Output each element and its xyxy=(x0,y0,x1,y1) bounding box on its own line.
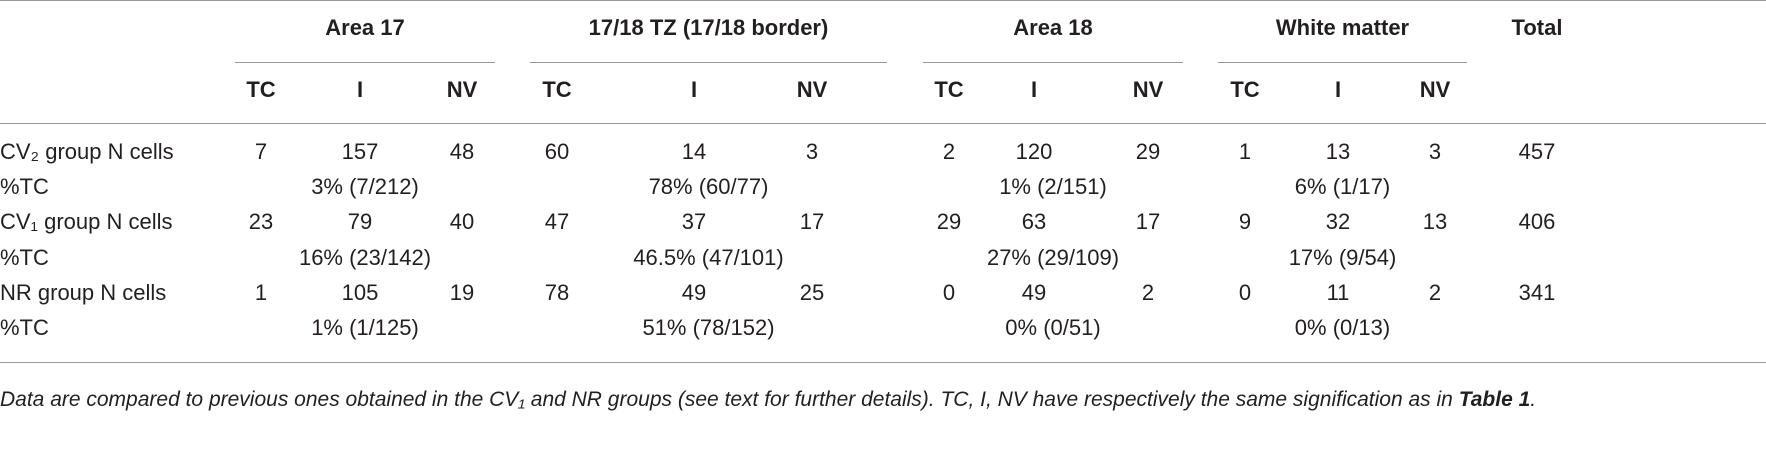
sub-header: NV xyxy=(1132,77,1164,102)
cell: 17 xyxy=(1135,209,1161,234)
cell: 3 xyxy=(1428,139,1442,164)
sub-header: I xyxy=(1334,77,1342,102)
span-cell: 27% (29/109) xyxy=(986,245,1120,270)
cell: 48 xyxy=(449,139,475,164)
footnote-ref[interactable]: Table 1 xyxy=(1458,388,1531,411)
bottom-rule xyxy=(0,362,1766,363)
cell: 49 xyxy=(1021,280,1047,305)
row-label: %TC xyxy=(0,174,49,199)
cell: 78 xyxy=(544,280,570,305)
sub-header: I xyxy=(356,77,364,102)
total-cell: 457 xyxy=(1518,139,1556,164)
span-cell: 51% (78/152) xyxy=(642,315,775,340)
span-cell: 46.5% (47/101) xyxy=(633,245,784,270)
cell: 120 xyxy=(1015,139,1053,164)
cell: 9 xyxy=(1238,209,1252,234)
cell: 40 xyxy=(449,209,475,234)
cell: 13 xyxy=(1325,139,1351,164)
group-header: Area 17 xyxy=(325,15,405,40)
group-rule xyxy=(923,62,1183,63)
cell: 11 xyxy=(1326,280,1350,305)
group-rule xyxy=(1218,62,1467,63)
cell: 13 xyxy=(1422,209,1448,234)
cell: 29 xyxy=(936,209,962,234)
cell: 23 xyxy=(248,209,274,234)
total-header: Total xyxy=(1511,15,1563,40)
span-cell: 3% (7/212) xyxy=(311,174,419,199)
footnote-text: Data are compared to previous ones obtai… xyxy=(0,388,1459,411)
span-cell: 78% (60/77) xyxy=(648,174,769,199)
group-rule xyxy=(235,62,495,63)
cell: 7 xyxy=(254,139,268,164)
sub-header: NV xyxy=(446,77,478,102)
sub-header: TC xyxy=(246,77,276,102)
cell: 2 xyxy=(942,139,956,164)
sub-header: I xyxy=(1030,77,1038,102)
span-cell: 0% (0/13) xyxy=(1294,315,1391,340)
sub-header: TC xyxy=(1230,77,1260,102)
cell: 14 xyxy=(681,139,707,164)
span-cell: 1% (2/151) xyxy=(999,174,1107,199)
row-label: %TC xyxy=(0,245,49,270)
cell: 19 xyxy=(449,280,475,305)
row-label: NR group N cells xyxy=(0,280,167,305)
total-cell: 406 xyxy=(1518,209,1556,234)
cell: 2 xyxy=(1141,280,1155,305)
cell: 1 xyxy=(254,280,268,305)
span-cell: 16% (23/142) xyxy=(298,245,432,270)
row-label: %TC xyxy=(0,315,49,340)
sub-header: NV xyxy=(1419,77,1451,102)
cell: 29 xyxy=(1135,139,1161,164)
span-cell: 6% (1/17) xyxy=(1294,174,1391,199)
cell: 17 xyxy=(799,209,825,234)
span-cell: 1% (1/125) xyxy=(311,315,419,340)
cell: 2 xyxy=(1428,280,1442,305)
row-label: CV₁ group N cells xyxy=(0,209,173,234)
cell: 157 xyxy=(341,139,379,164)
sub-header: TC xyxy=(934,77,964,102)
total-cell: 341 xyxy=(1518,280,1556,305)
top-rule xyxy=(0,0,1766,1)
footnote-end: . xyxy=(1530,388,1537,411)
group-rule xyxy=(530,62,887,63)
footnote: Data are compared to previous ones obtai… xyxy=(0,388,1536,412)
cell: 37 xyxy=(681,209,707,234)
cell: 25 xyxy=(799,280,825,305)
group-header: 17/18 TZ (17/18 border) xyxy=(588,15,829,40)
cell: 49 xyxy=(681,280,707,305)
cell: 32 xyxy=(1325,209,1351,234)
cell: 79 xyxy=(347,209,373,234)
cell: 0 xyxy=(942,280,956,305)
group-header: Area 18 xyxy=(1013,15,1093,40)
sub-header: TC xyxy=(542,77,572,102)
span-cell: 17% (9/54) xyxy=(1288,245,1397,270)
cell: 47 xyxy=(544,209,570,234)
cell: 0 xyxy=(1238,280,1252,305)
sub-header: I xyxy=(690,77,698,102)
span-cell: 0% (0/51) xyxy=(1005,315,1101,340)
cell: 105 xyxy=(341,280,379,305)
group-header: White matter xyxy=(1275,15,1410,40)
cell: 1 xyxy=(1238,139,1252,164)
header-rule xyxy=(0,123,1766,124)
cell: 3 xyxy=(805,139,819,164)
cell: 60 xyxy=(544,139,570,164)
row-label: CV₂ group N cells xyxy=(0,139,174,164)
sub-header: NV xyxy=(796,77,828,102)
cell: 63 xyxy=(1021,209,1047,234)
